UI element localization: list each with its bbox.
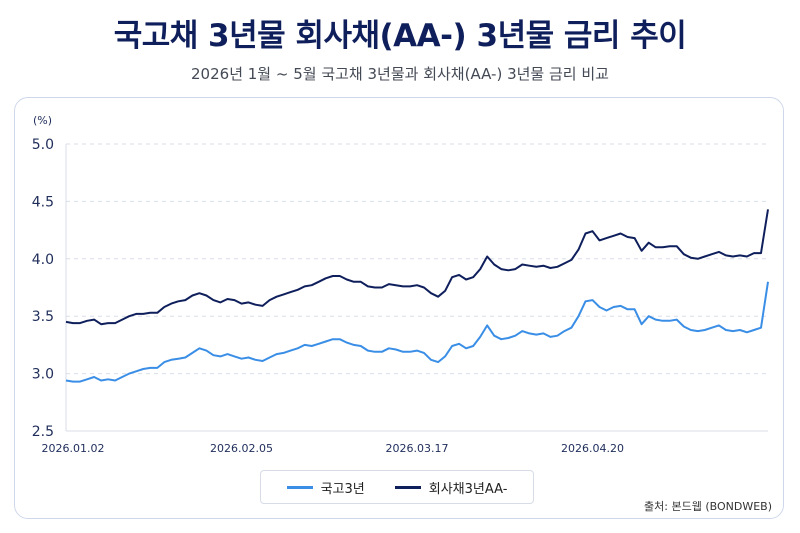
y-axis-unit-label: (%) [33,114,52,127]
y-tick-label: 4.0 [32,252,54,268]
chart-legend: 국고3년 회사채3년AA- [260,470,534,504]
x-tick-label: 2026.02.05 [210,442,273,455]
chart-subtitle: 2026년 1월 ~ 5월 국고채 3년물과 회사채(AA-) 3년물 금리 비… [191,65,609,83]
x-tick-label: 2026.03.17 [386,442,449,455]
legend-swatch-series-1 [286,485,313,489]
legend-item-series-2: 회사채3년AA- [394,478,508,497]
y-tick-label: 4.5 [32,194,54,210]
legend-label-series-1: 국고3년 [320,481,365,497]
x-tick-label: 2026.01.02 [42,442,105,455]
series-line-1 [65,281,769,383]
y-tick-label: 2.5 [32,424,54,440]
y-tick-label: 5.0 [32,137,54,153]
series-line-2 [65,209,769,326]
source-note: 출처: 본드웹 (BONDWEB) [644,500,772,513]
legend-label-series-2: 회사채3년AA- [428,481,508,497]
legend-swatch-series-2 [394,485,421,489]
legend-item-series-1: 국고3년 [286,478,365,497]
y-tick-label: 3.5 [32,309,54,325]
x-tick-label: 2026.04.20 [561,442,624,455]
chart-card [14,97,784,519]
y-tick-label: 3.0 [32,367,54,383]
chart-title: 국고채 3년물 회사채(AA-) 3년물 금리 추이 [113,18,687,54]
